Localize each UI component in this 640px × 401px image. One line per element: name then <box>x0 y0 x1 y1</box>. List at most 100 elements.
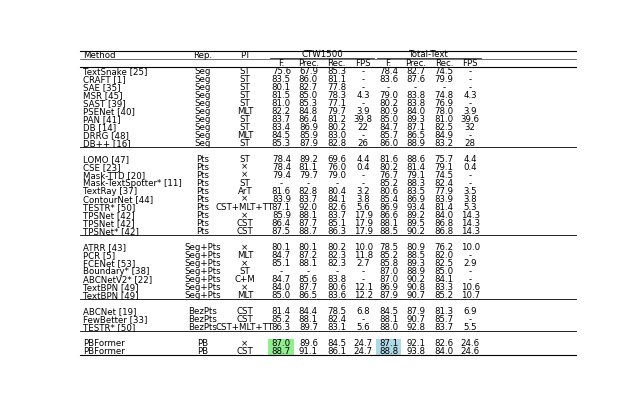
Text: 82.2: 82.2 <box>272 107 291 116</box>
Text: 83.8: 83.8 <box>327 275 346 284</box>
Text: PB: PB <box>197 347 209 356</box>
Text: 82.3: 82.3 <box>327 259 346 268</box>
Text: 89.2: 89.2 <box>299 155 318 164</box>
Text: 87.1: 87.1 <box>272 203 291 212</box>
Text: 87.9: 87.9 <box>379 291 398 300</box>
Text: 24.7: 24.7 <box>354 339 372 348</box>
Text: PAN [41]: PAN [41] <box>83 115 121 124</box>
Text: 80.6: 80.6 <box>327 283 346 292</box>
Text: PB: PB <box>197 339 209 348</box>
Text: Seg: Seg <box>195 83 211 92</box>
Text: -: - <box>468 83 472 92</box>
Text: Seg: Seg <box>195 115 211 124</box>
Text: 86.3: 86.3 <box>327 227 346 236</box>
Text: -: - <box>362 275 365 284</box>
Text: 76.2: 76.2 <box>435 243 453 252</box>
Text: 87.0: 87.0 <box>272 339 291 348</box>
Text: 79.1: 79.1 <box>435 163 453 172</box>
Text: TESTR* [50]: TESTR* [50] <box>83 203 136 212</box>
Text: 81.1: 81.1 <box>327 75 346 84</box>
Text: MLT: MLT <box>237 107 253 116</box>
Text: 86.0: 86.0 <box>299 75 318 84</box>
Text: 82.6: 82.6 <box>327 203 346 212</box>
Text: Method: Method <box>83 51 116 60</box>
Text: Pts: Pts <box>196 227 209 236</box>
Text: CST+MLT+TT: CST+MLT+TT <box>216 323 274 332</box>
Text: 82.7: 82.7 <box>406 67 425 76</box>
Text: 89.5: 89.5 <box>406 219 425 228</box>
Text: 4.3: 4.3 <box>356 91 370 100</box>
Text: -: - <box>307 267 310 276</box>
Text: 80.9: 80.9 <box>379 107 398 116</box>
Text: 6.9: 6.9 <box>463 307 477 316</box>
Text: ArT: ArT <box>237 187 252 196</box>
Text: PSENet [40]: PSENet [40] <box>83 107 135 116</box>
Text: 77.9: 77.9 <box>435 187 453 196</box>
Text: -: - <box>468 179 472 188</box>
Text: 11.8: 11.8 <box>354 251 372 260</box>
Text: 88.5: 88.5 <box>379 227 398 236</box>
Text: 81.2: 81.2 <box>327 115 346 124</box>
Text: 86.9: 86.9 <box>379 203 398 212</box>
Text: 78.3: 78.3 <box>327 91 346 100</box>
Text: ABCNet [19]: ABCNet [19] <box>83 307 137 316</box>
Text: -: - <box>468 67 472 76</box>
Text: ×: × <box>241 195 248 204</box>
Text: 85.1: 85.1 <box>327 219 346 228</box>
Text: ×: × <box>241 211 248 220</box>
Text: 78.4: 78.4 <box>379 67 398 76</box>
Text: 84.0: 84.0 <box>406 107 425 116</box>
Bar <box>269 347 294 355</box>
Text: BezPts: BezPts <box>188 315 217 324</box>
Text: 85.7: 85.7 <box>435 315 453 324</box>
Text: 85.6: 85.6 <box>299 275 318 284</box>
Text: CST: CST <box>237 227 253 236</box>
Text: 28: 28 <box>465 139 476 148</box>
Text: 39.6: 39.6 <box>461 115 480 124</box>
Text: TextSnake [25]: TextSnake [25] <box>83 67 148 76</box>
Text: 86.5: 86.5 <box>299 291 318 300</box>
Text: -: - <box>468 267 472 276</box>
Text: 75.6: 75.6 <box>272 67 291 76</box>
Text: Seg+Pts: Seg+Pts <box>184 251 221 260</box>
Text: Seg: Seg <box>195 131 211 140</box>
Text: 84.0: 84.0 <box>435 347 453 356</box>
Text: 93.8: 93.8 <box>406 347 425 356</box>
Text: C+M: C+M <box>234 275 255 284</box>
Text: Pts: Pts <box>196 203 209 212</box>
Text: ST: ST <box>239 67 250 76</box>
Text: 83.5: 83.5 <box>406 187 425 196</box>
Text: CST: CST <box>237 219 253 228</box>
Text: CST: CST <box>237 347 253 356</box>
Bar <box>376 347 401 355</box>
Text: 79.0: 79.0 <box>379 91 398 100</box>
Text: 83.8: 83.8 <box>406 91 425 100</box>
Text: ABCNetV2* [22]: ABCNetV2* [22] <box>83 275 152 284</box>
Text: 87.9: 87.9 <box>406 307 425 316</box>
Text: 88.1: 88.1 <box>299 259 318 268</box>
Text: SAE [35]: SAE [35] <box>83 83 121 92</box>
Text: Prec.: Prec. <box>298 59 319 68</box>
Text: 89.7: 89.7 <box>299 323 318 332</box>
Text: PT: PT <box>240 51 250 60</box>
Text: 81.6: 81.6 <box>272 187 291 196</box>
Text: LOMO [47]: LOMO [47] <box>83 155 129 164</box>
Text: 3.9: 3.9 <box>356 107 370 116</box>
Text: -: - <box>414 83 417 92</box>
Text: -: - <box>280 179 283 188</box>
Text: 88.9: 88.9 <box>406 139 425 148</box>
Text: 5.6: 5.6 <box>356 203 370 212</box>
Text: 83.7: 83.7 <box>327 211 346 220</box>
Text: -: - <box>362 171 365 180</box>
Text: 69.6: 69.6 <box>327 155 346 164</box>
Text: 88.1: 88.1 <box>299 211 318 220</box>
Text: CTW1500: CTW1500 <box>301 50 343 59</box>
Text: 10.6: 10.6 <box>461 283 480 292</box>
Text: SAST [39]: SAST [39] <box>83 99 126 108</box>
Text: -: - <box>468 315 472 324</box>
Text: 74.5: 74.5 <box>435 171 453 180</box>
Text: ST: ST <box>239 179 250 188</box>
Text: 86.1: 86.1 <box>327 347 346 356</box>
Text: 85.3: 85.3 <box>299 99 318 108</box>
Text: 81.4: 81.4 <box>272 307 291 316</box>
